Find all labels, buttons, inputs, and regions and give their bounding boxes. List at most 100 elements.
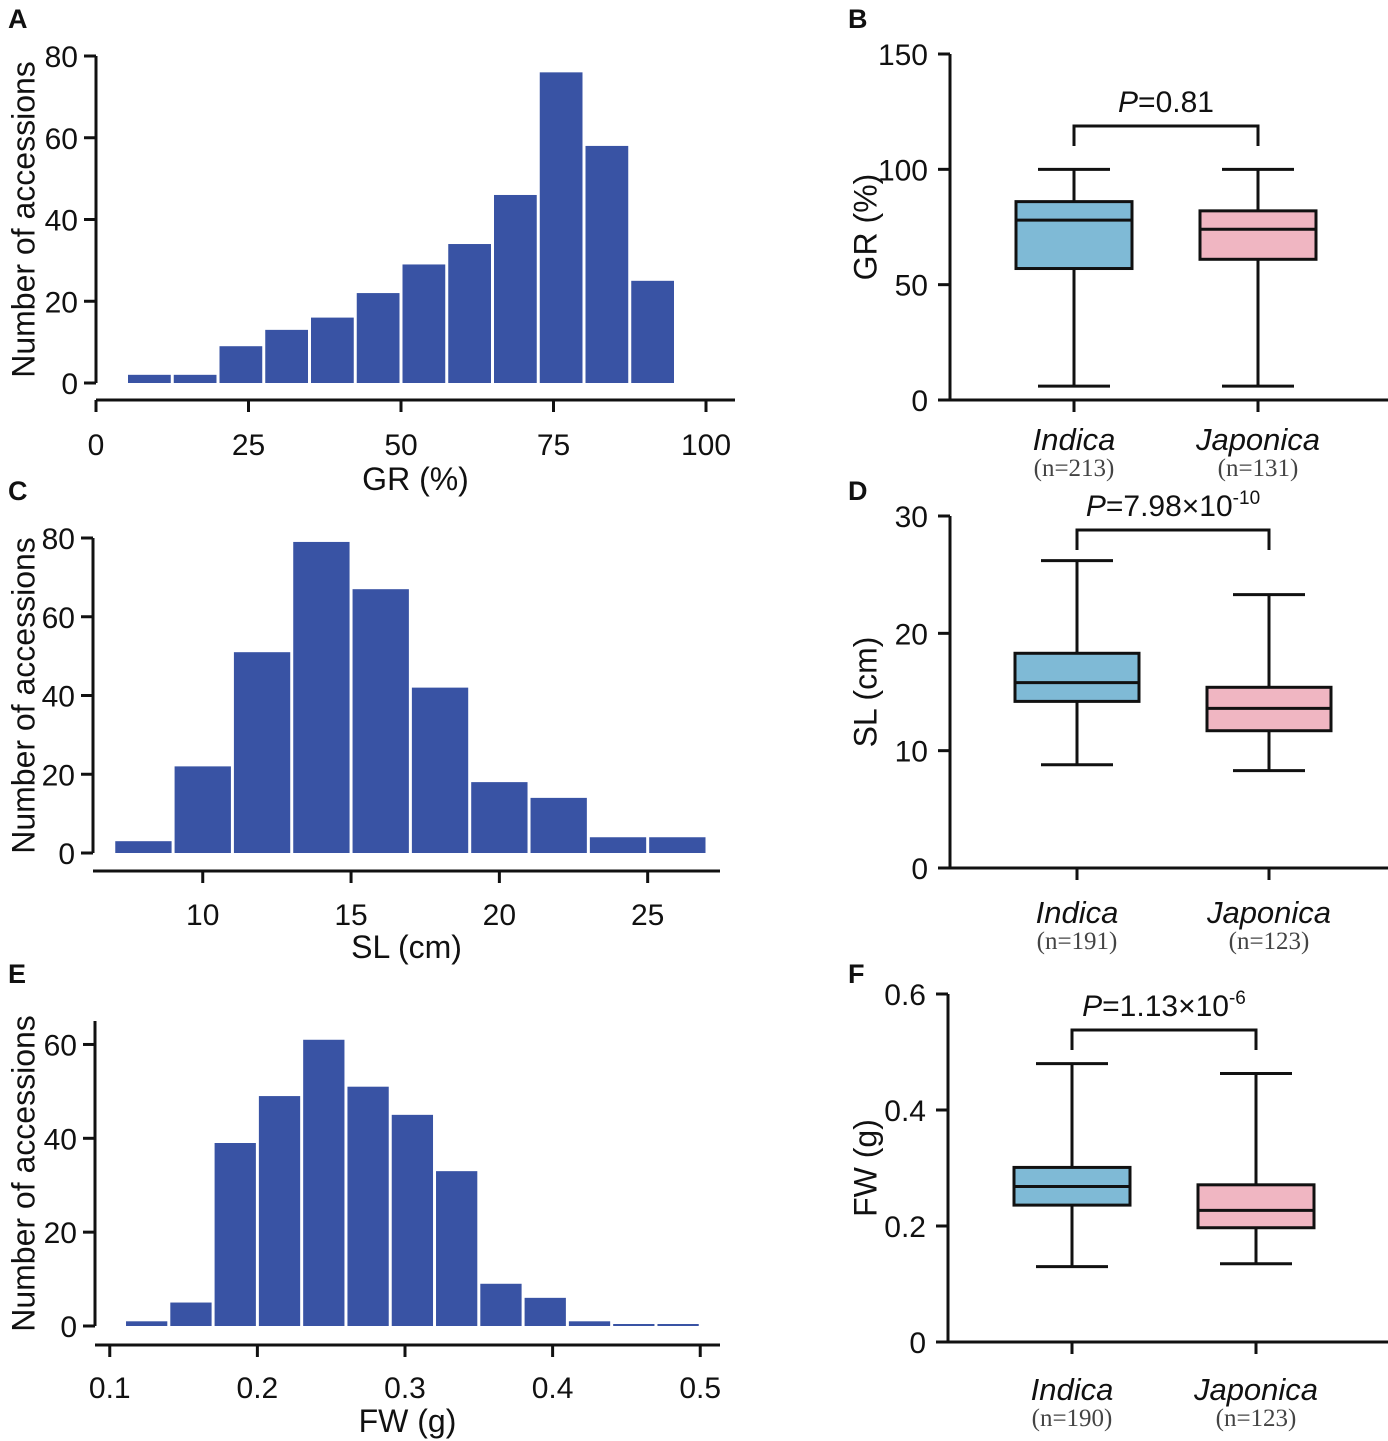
histogram-bar-c-8 [530, 797, 587, 853]
y-tick-label-c-3: 60 [42, 602, 75, 635]
histogram-bar-e-4 [258, 1096, 301, 1326]
y-axis-label-f: FW (g) [847, 1119, 883, 1217]
histogram-bar-a-6 [356, 293, 400, 383]
histogram-bar-c-10 [649, 837, 706, 853]
y-tick-label-b-2: 100 [878, 154, 928, 187]
panel-label-f: F [848, 959, 865, 989]
x-tick-label-a-4: 100 [681, 429, 731, 462]
y-axis-label-e: Number of accessions [5, 1015, 41, 1332]
y-tick-label-f-3: 0.6 [884, 979, 926, 1012]
p-value-label-f: P=1.13×10-6 [1082, 988, 1246, 1023]
x-tick-label-e-0: 0.1 [89, 1372, 131, 1405]
y-tick-label-b-0: 0 [911, 385, 928, 418]
y-tick-label-d-3: 30 [895, 501, 928, 534]
histogram-bar-e-3 [214, 1143, 256, 1326]
histogram-bar-a-8 [448, 244, 491, 383]
group-label-d-indica: Indica [1036, 895, 1119, 930]
group-label-b-japonica: Japonica [1195, 422, 1320, 457]
x-axis-label-c: SL (cm) [351, 929, 462, 965]
y-tick-label-e-1: 20 [44, 1217, 77, 1250]
box-d-indica [1013, 651, 1141, 703]
histogram-bar-e-5 [303, 1039, 345, 1326]
y-tick-label-a-0: 0 [61, 368, 78, 401]
y-tick-label-c-4: 80 [42, 523, 75, 556]
y-axis-label-d: SL (cm) [847, 637, 883, 748]
histogram-bar-a-1 [128, 374, 171, 383]
y-tick-label-a-4: 80 [45, 41, 78, 74]
y-tick-label-a-1: 20 [45, 286, 78, 319]
x-tick-label-a-3: 75 [537, 429, 570, 462]
histogram-bar-e-8 [436, 1171, 478, 1326]
y-tick-label-b-3: 150 [878, 39, 928, 72]
y-tick-label-c-0: 0 [58, 838, 75, 871]
y-tick-label-d-2: 20 [895, 618, 928, 651]
histogram-bar-e-2 [170, 1302, 212, 1326]
histogram-bar-a-10 [539, 72, 583, 383]
group-label-b-indica: Indica [1033, 422, 1116, 457]
panel-label-e: E [8, 959, 26, 989]
histogram-bar-e-10 [524, 1297, 566, 1326]
box-b-japonica [1198, 209, 1318, 261]
y-tick-label-b-1: 50 [895, 270, 928, 303]
histogram-bar-c-3 [233, 652, 291, 853]
x-tick-label-e-4: 0.5 [679, 1372, 721, 1405]
panel-label-d: D [848, 476, 868, 506]
histogram-bar-e-13 [657, 1324, 699, 1326]
histogram-bar-e-9 [480, 1283, 522, 1326]
histogram-bar-a-9 [494, 194, 537, 383]
box-b-indica [1014, 200, 1134, 271]
group-n-f-indica: (n=190) [1032, 1405, 1113, 1432]
y-tick-label-e-2: 40 [44, 1123, 77, 1156]
group-n-f-japonica: (n=123) [1216, 1405, 1297, 1432]
y-tick-label-e-3: 60 [44, 1029, 77, 1062]
significance-bracket-b [1072, 124, 1260, 146]
y-tick-label-f-2: 0.4 [884, 1095, 926, 1128]
group-n-b-japonica: (n=131) [1218, 455, 1299, 482]
histogram-bar-a-5 [311, 317, 354, 383]
significance-bracket-f [1070, 1028, 1258, 1050]
panel-label-b: B [848, 4, 868, 34]
y-tick-label-c-2: 40 [42, 681, 75, 714]
histogram-bar-c-2 [174, 766, 231, 853]
x-tick-label-a-2: 50 [384, 429, 417, 462]
x-tick-label-a-1: 25 [232, 429, 265, 462]
y-tick-label-a-2: 40 [45, 205, 78, 238]
y-tick-label-a-3: 60 [45, 123, 78, 156]
x-tick-label-c-3: 25 [631, 899, 664, 932]
x-tick-label-c-1: 15 [334, 899, 367, 932]
x-tick-label-a-0: 0 [88, 429, 105, 462]
group-n-d-japonica: (n=123) [1229, 928, 1310, 955]
histogram-bar-a-4 [265, 329, 308, 383]
y-axis-label-a: Number of accessions [5, 61, 41, 378]
p-value-label-b: P=0.81 [1118, 86, 1214, 119]
group-label-d-japonica: Japonica [1206, 895, 1331, 930]
histogram-bar-e-11 [568, 1321, 611, 1326]
y-tick-label-d-1: 10 [895, 736, 928, 769]
histogram-bar-a-2 [173, 374, 217, 383]
y-tick-label-f-1: 0.2 [884, 1211, 926, 1244]
y-tick-label-e-0: 0 [60, 1311, 77, 1344]
histogram-bar-c-6 [411, 687, 469, 853]
group-n-d-indica: (n=191) [1037, 928, 1118, 955]
histogram-bar-c-5 [352, 589, 409, 853]
histogram-bar-c-4 [293, 541, 350, 853]
x-tick-label-e-2: 0.3 [384, 1372, 426, 1405]
histogram-bar-e-12 [613, 1324, 655, 1326]
y-axis-label-b: GR (%) [847, 174, 883, 281]
histogram-bar-e-6 [347, 1086, 389, 1326]
histogram-bar-a-12 [631, 280, 674, 383]
histogram-bar-a-7 [402, 264, 446, 383]
group-label-f-indica: Indica [1031, 1372, 1114, 1407]
histogram-bar-a-11 [585, 145, 629, 383]
y-tick-label-d-0: 0 [911, 853, 928, 886]
panel-label-c: C [8, 476, 28, 506]
histogram-bar-c-7 [471, 782, 528, 853]
y-axis-label-c: Number of accessions [5, 537, 41, 854]
y-tick-label-f-0: 0 [909, 1327, 926, 1360]
histogram-bar-e-1 [126, 1321, 168, 1326]
group-n-b-indica: (n=213) [1034, 455, 1115, 482]
histogram-bar-c-9 [589, 837, 647, 853]
x-axis-label-a: GR (%) [362, 461, 469, 497]
p-value-label-d: P=7.98×10-10 [1086, 488, 1260, 523]
